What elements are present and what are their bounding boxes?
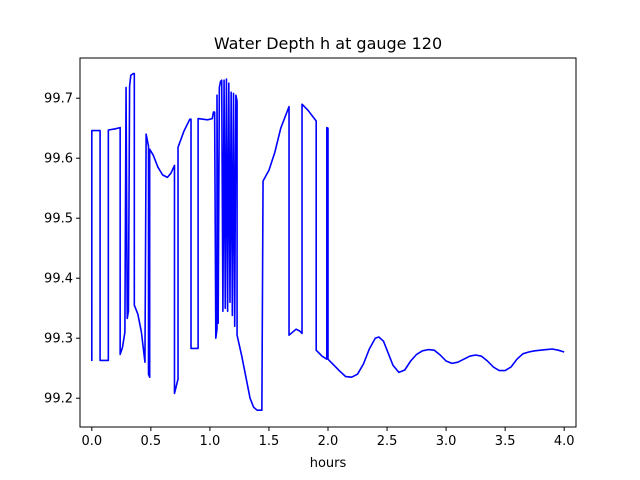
x-tick-label: 1.5 [259,434,280,449]
x-tick-label: 0.0 [81,434,102,449]
y-tick-label: 99.6 [44,152,73,167]
x-tick-label: 2.5 [377,434,398,449]
chart-title: Water Depth h at gauge 120 [214,34,442,53]
y-tick-label: 99.7 [44,92,73,107]
x-tick-label: 0.5 [141,434,162,449]
y-tick-label: 99.2 [44,392,73,407]
x-tick-label: 3.0 [436,434,457,449]
x-axis-label: hours [310,456,347,471]
y-tick-label: 99.5 [44,212,73,227]
x-axis: 0.0 0.5 1.0 1.5 2.0 2.5 3.0 3.5 4.0 [81,427,575,449]
y-axis: 99.2 99.3 99.4 99.5 99.6 99.7 [44,92,80,407]
y-tick-label: 99.4 [44,272,73,287]
x-tick-label: 3.5 [495,434,516,449]
series-line-0 [91,72,565,411]
x-tick-label: 2.0 [318,434,339,449]
y-tick-label: 99.3 [44,332,73,347]
x-tick-label: 1.0 [200,434,221,449]
x-tick-label: 4.0 [554,434,575,449]
series-layer [91,72,565,411]
